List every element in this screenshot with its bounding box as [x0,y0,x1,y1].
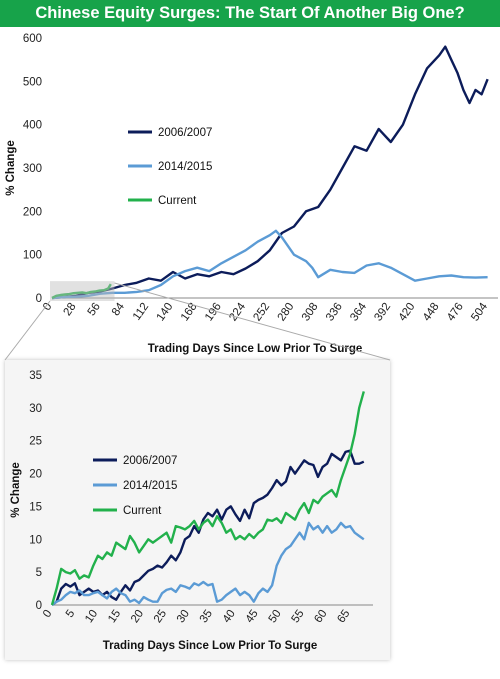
x-tick-label: 196 [203,301,224,324]
y-axis-label: % Change [5,140,17,196]
series-line-2 [50,391,365,606]
x-tick-label: 420 [397,301,418,324]
legend-label: Current [123,505,162,517]
series-line-2 [51,283,112,300]
x-tick-label: 25 [152,608,169,625]
y-tick-label: 500 [23,76,42,88]
x-tick-label: 112 [131,301,151,323]
y-tick-label: 20 [29,469,42,481]
y-tick-label: 5 [36,567,42,579]
x-tick-label: 10 [83,608,100,625]
x-tick-label: 56 [86,301,103,318]
x-tick-label: 140 [155,301,176,324]
y-tick-label: 25 [29,436,42,448]
x-tick-label: 0 [41,608,55,620]
x-tick-label: 336 [324,301,345,324]
x-tick-label: 20 [129,608,146,625]
y-axis-label: % Change [10,462,22,518]
x-tick-label: 60 [312,608,329,625]
x-tick-label: 252 [251,301,272,324]
inset-panel: 0 5 10 15 20 25 30 35 0 5 10 15 20 25 30 35 40 45 50 55 60 65… [5,360,390,660]
x-tick-label: 280 [276,301,297,324]
x-tick-label: 392 [372,301,393,324]
y-tick-label: 600 [23,33,42,45]
x-tick-label: 0 [41,301,55,313]
x-tick-label: 476 [445,301,466,324]
y-tick-label: 0 [36,600,42,612]
x-tick-label: 5 [64,608,78,620]
series-line-0 [51,45,489,300]
y-tick-label: 10 [29,534,42,546]
y-tick-label: 35 [29,370,42,382]
x-tick-label: 65 [335,608,352,625]
x-tick-label: 45 [244,608,261,625]
x-tick-label: 28 [61,301,78,318]
x-tick-label: 15 [106,608,123,625]
y-tick-label: 15 [29,501,42,513]
x-tick-label: 35 [198,608,215,625]
x-tick-label: 448 [421,301,442,324]
main-chart: 0 100 200 300 400 500 600 0 28 56 84 112 140 168 196 22… [5,33,498,355]
legend-label: 2014/2015 [158,161,212,173]
x-tick-label: 30 [175,608,192,625]
y-tick-label: 30 [29,403,42,415]
legend-label: 2006/2007 [123,455,177,467]
x-axis-label: Trading Days Since Low Prior To Surge [148,343,363,355]
y-tick-label: 300 [23,163,42,175]
legend-label: 2014/2015 [123,480,177,492]
x-tick-label: 364 [348,300,369,323]
page-title: Chinese Equity Surges: The Start Of Anot… [0,0,500,27]
legend-label: Current [158,195,197,207]
x-axis-label: Trading Days Since Low Prior To Surge [103,640,318,652]
x-tick-label: 55 [290,608,307,625]
x-tick-label: 84 [110,300,128,318]
y-tick-label: 200 [23,206,42,218]
series-line-0 [51,449,365,606]
x-tick-label: 50 [267,608,284,625]
zoom-highlight [50,281,115,301]
y-tick-label: 0 [36,293,42,305]
x-tick-label: 168 [179,301,200,324]
series-line-1 [51,521,365,606]
y-tick-label: 400 [23,120,42,132]
x-tick-label: 224 [227,300,248,323]
y-tick-label: 100 [23,250,42,262]
x-tick-label: 308 [300,301,321,324]
x-tick-label: 504 [469,300,490,323]
legend-label: 2006/2007 [158,127,212,139]
x-tick-label: 40 [221,608,238,625]
